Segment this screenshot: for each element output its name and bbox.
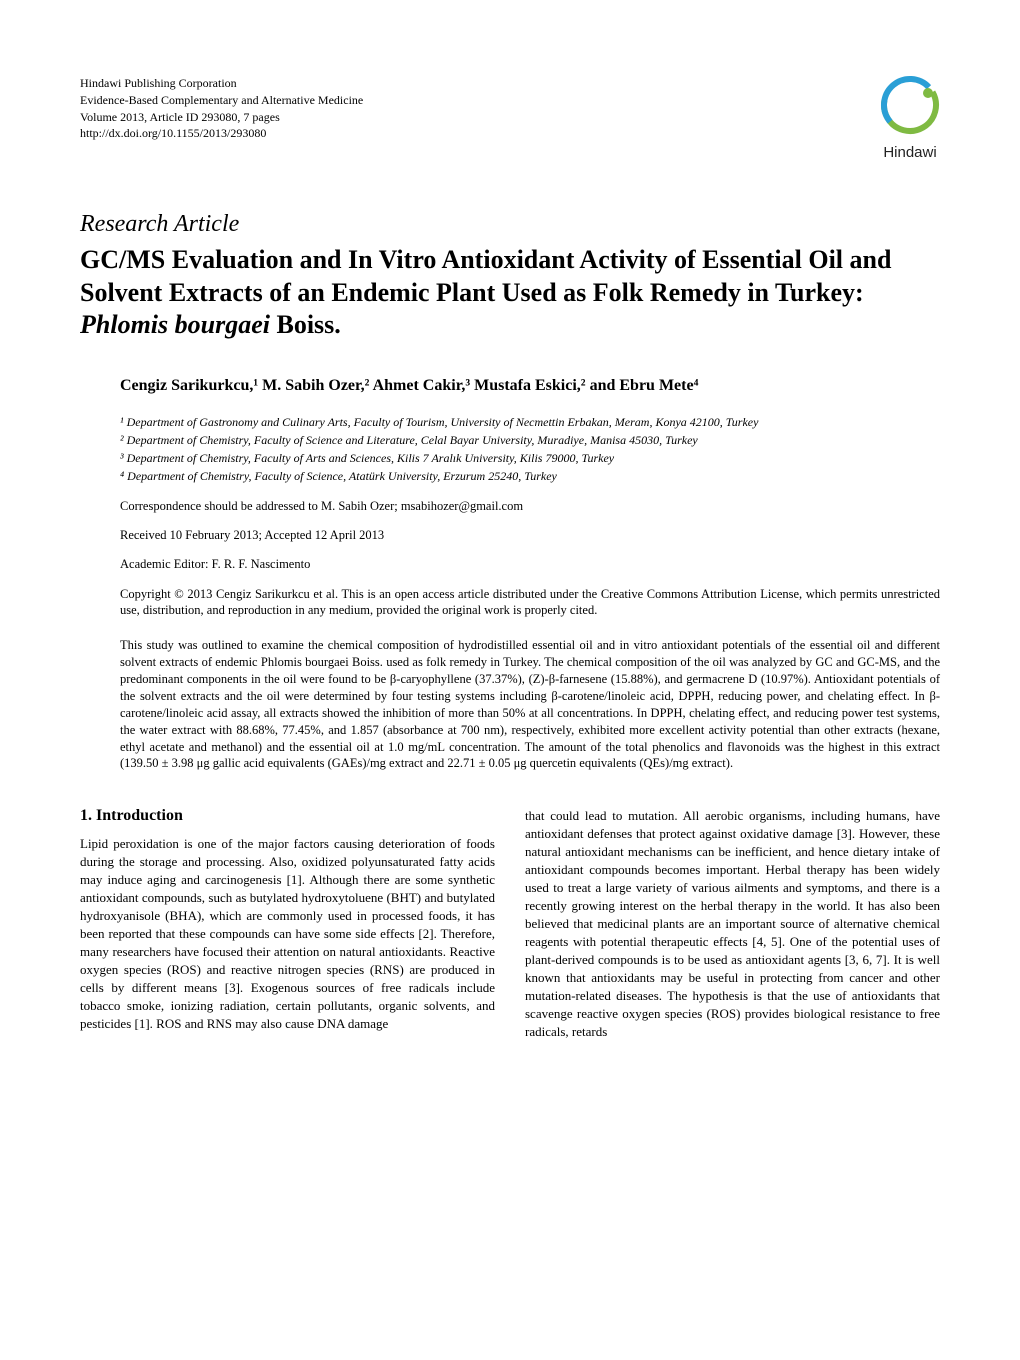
title-text-part1: GC/MS Evaluation and In Vitro Antioxidan… [80, 245, 891, 307]
journal-name: Evidence-Based Complementary and Alterna… [80, 92, 363, 109]
authors-list: Cengiz Sarikurkcu,¹ M. Sabih Ozer,² Ahme… [80, 377, 940, 395]
section-1-heading: 1. Introduction [80, 807, 495, 825]
academic-editor: Academic Editor: F. R. F. Nascimento [80, 557, 940, 572]
column-2-text: that could lead to mutation. All aerobic… [525, 807, 940, 1040]
publisher-logo: Hindawi [880, 75, 940, 161]
affiliation-3: ³ Department of Chemistry, Faculty of Ar… [120, 449, 940, 467]
affiliation-4: ⁴ Department of Chemistry, Faculty of Sc… [120, 467, 940, 485]
publisher-name: Hindawi Publishing Corporation [80, 75, 363, 92]
affiliations: ¹ Department of Gastronomy and Culinary … [80, 413, 940, 485]
hindawi-logo-icon [880, 75, 940, 135]
article-title: GC/MS Evaluation and In Vitro Antioxidan… [80, 244, 940, 342]
article-type: Research Article [80, 211, 940, 238]
column-1-text: Lipid peroxidation is one of the major f… [80, 835, 495, 1032]
abstract: This study was outlined to examine the c… [80, 637, 940, 772]
correspondence: Correspondence should be addressed to M.… [80, 499, 940, 514]
column-left: 1. Introduction Lipid peroxidation is on… [80, 807, 495, 1040]
publisher-info: Hindawi Publishing Corporation Evidence-… [80, 75, 363, 142]
title-species: Phlomis bourgaei [80, 310, 270, 339]
title-text-part2: Boiss. [270, 310, 341, 339]
article-dates: Received 10 February 2013; Accepted 12 A… [80, 528, 940, 543]
affiliation-1: ¹ Department of Gastronomy and Culinary … [120, 413, 940, 431]
volume-info: Volume 2013, Article ID 293080, 7 pages [80, 109, 363, 126]
header-row: Hindawi Publishing Corporation Evidence-… [80, 75, 940, 161]
affiliation-2: ² Department of Chemistry, Faculty of Sc… [120, 431, 940, 449]
copyright-notice: Copyright © 2013 Cengiz Sarikurkcu et al… [80, 586, 940, 620]
body-columns: 1. Introduction Lipid peroxidation is on… [80, 807, 940, 1040]
doi-link: http://dx.doi.org/10.1155/2013/293080 [80, 125, 363, 142]
publisher-logo-text: Hindawi [880, 144, 940, 161]
column-right: that could lead to mutation. All aerobic… [525, 807, 940, 1040]
